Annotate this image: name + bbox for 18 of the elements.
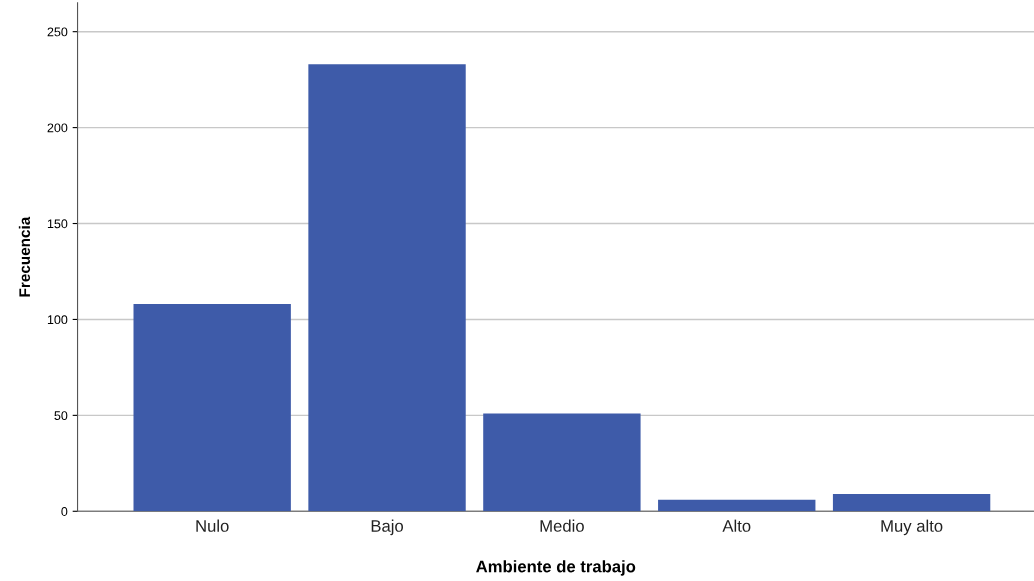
bar — [658, 499, 816, 512]
x-tick-label: Medio — [540, 519, 584, 532]
x-axis-title: Ambiente de trabajo — [476, 560, 636, 576]
x-tick-label: Nulo — [196, 519, 229, 532]
bar — [832, 494, 991, 512]
x-tick-label: Bajo — [371, 519, 404, 536]
y-tick-label: 100 — [47, 315, 68, 325]
y-axis-title: Frecuencia — [18, 216, 31, 297]
y-tick-label: 250 — [47, 27, 68, 37]
y-tick-label: 0 — [61, 507, 68, 516]
y-tick-label: 50 — [54, 411, 68, 421]
bar — [308, 64, 466, 512]
bar — [483, 413, 641, 512]
x-tick-label: Muy alto — [881, 519, 943, 536]
y-tick-label: 200 — [47, 123, 68, 133]
y-tick-label: 150 — [47, 219, 68, 229]
bar — [133, 304, 291, 512]
x-tick-label: Alto — [722, 519, 751, 532]
